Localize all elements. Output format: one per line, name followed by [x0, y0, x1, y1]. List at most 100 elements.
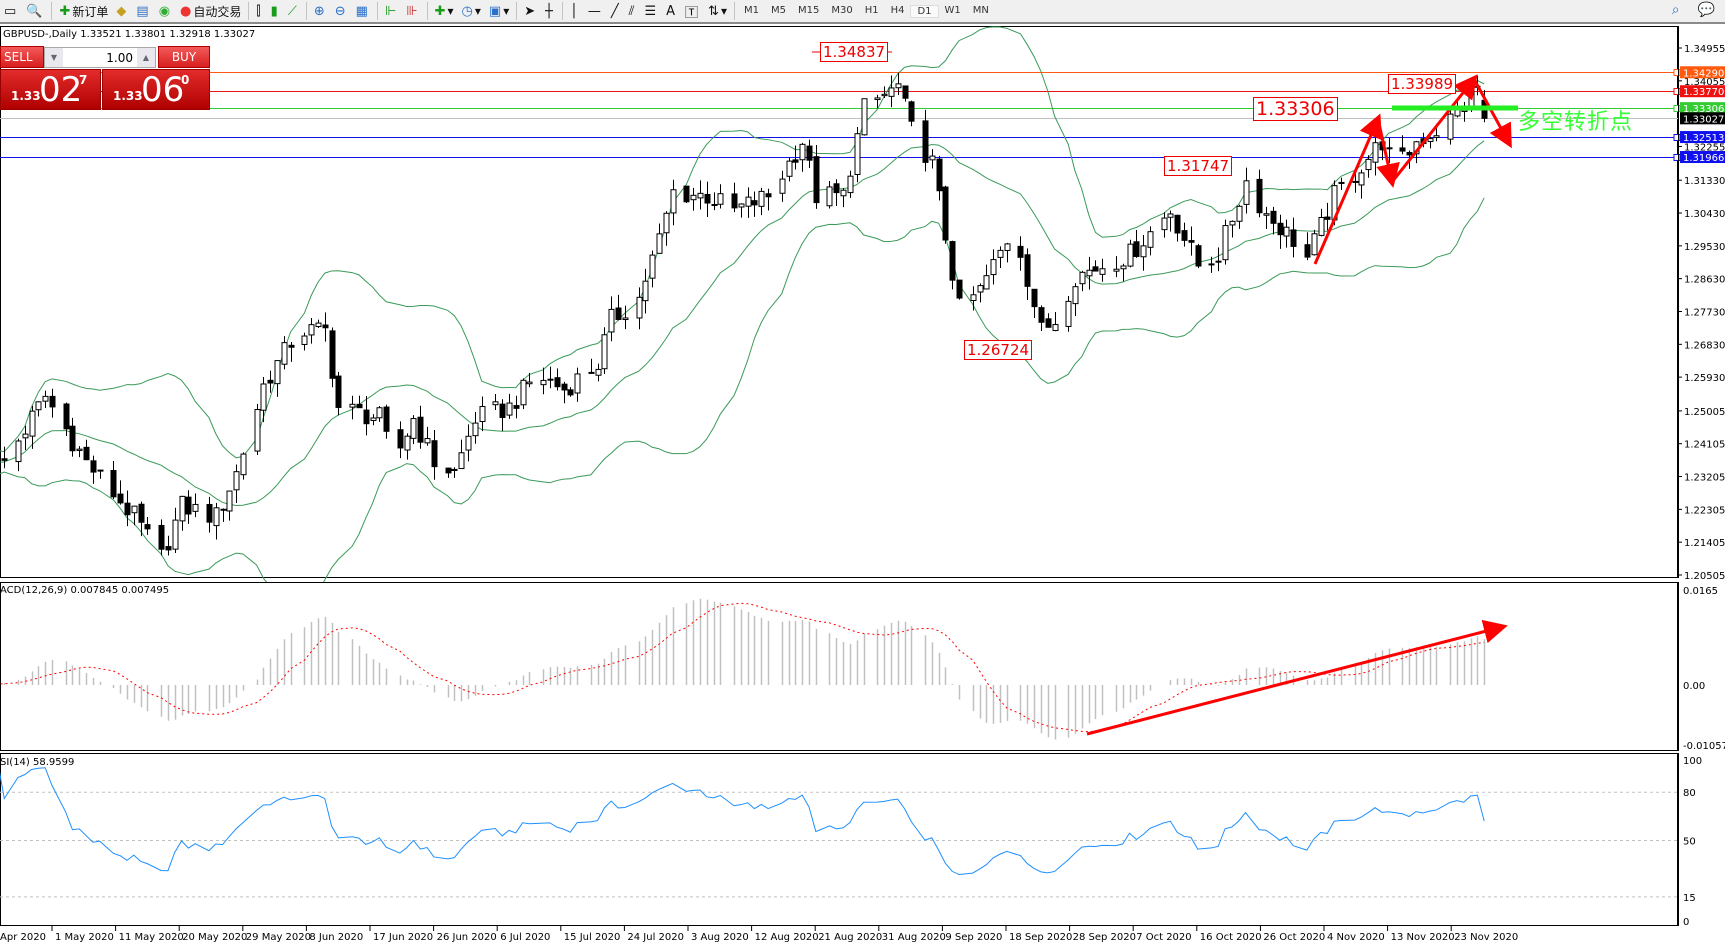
bull-candle-body: [42, 395, 49, 402]
toolbar-button-navigator[interactable]: 🔍: [22, 1, 48, 21]
candle: [977, 283, 984, 303]
bull-candle-body: [895, 83, 902, 89]
bull-candle-body: [1120, 265, 1127, 270]
candle: [240, 452, 247, 480]
trend-arrows: [812, 51, 1518, 265]
timeframe-mn[interactable]: MN: [972, 4, 989, 16]
timeframe-m15[interactable]: M15: [797, 4, 820, 16]
arrows-tool[interactable]: ⇅ ▾: [708, 3, 727, 19]
price-line-handle: [1673, 88, 1681, 95]
lot-value[interactable]: 1.00: [106, 50, 133, 65]
annotation-high-1[interactable]: 1.34837: [820, 42, 889, 62]
lot-size-field[interactable]: ▼ 1.00 ▲: [44, 47, 156, 68]
bull-candle-body: [376, 407, 383, 419]
bear-candle-body: [704, 193, 711, 204]
toolbar-button-window[interactable]: ▭: [0, 1, 22, 21]
price-panel[interactable]: 1.34955 1.34055 1.32255 1.31330 1.30430 1.295…: [0, 26, 1725, 606]
bear-candle-body: [1270, 210, 1277, 224]
candle: [1243, 167, 1250, 214]
horizontal-line-tool[interactable]: —: [584, 1, 607, 21]
buy-price-button[interactable]: 1.33 06 0: [102, 69, 210, 110]
annotation-level[interactable]: 1.31747: [1164, 156, 1233, 176]
candle: [308, 318, 315, 344]
candle: [608, 296, 615, 342]
buy-label: BUY: [171, 50, 197, 64]
candle: [1133, 229, 1140, 258]
timeframe-d1[interactable]: D1: [910, 4, 939, 18]
text-tool[interactable]: A: [662, 1, 681, 21]
cursor-tool[interactable]: ➤: [520, 1, 541, 21]
timeframe-m1[interactable]: M1: [743, 4, 759, 16]
candle: [663, 211, 670, 246]
candle: [1167, 210, 1174, 232]
time-tick-label: 4 Nov 2020: [1327, 932, 1385, 942]
trendline-tool[interactable]: ╱: [607, 1, 625, 21]
toolbar-separator: [733, 2, 735, 20]
templates-button[interactable]: ▣ ▾: [488, 3, 510, 19]
candle: [1181, 222, 1188, 247]
bear-candle-body: [451, 468, 458, 472]
price-tick-label: 1.25005: [1684, 407, 1725, 418]
sell-button[interactable]: SELL: [0, 46, 44, 68]
bear-candle-body: [124, 502, 131, 516]
candle: [472, 411, 479, 444]
periods-button[interactable]: ◷ ▾: [461, 3, 481, 19]
auto-scroll-button[interactable]: ⊩: [381, 1, 402, 21]
fibonacci-tool[interactable]: ☰: [640, 1, 662, 21]
annotation-pivot[interactable]: 1.33306: [1253, 97, 1338, 121]
timeframe-h4[interactable]: H4: [890, 4, 905, 16]
candle: [110, 460, 117, 500]
candle: [1045, 313, 1052, 328]
new-order-button[interactable]: ✚ 新订单: [55, 1, 112, 21]
pivot-text[interactable]: 多空转折点: [1518, 110, 1634, 135]
lot-increase-icon[interactable]: ▲: [137, 48, 155, 67]
timeframe-w1[interactable]: W1: [944, 4, 961, 16]
price-label-box: [1680, 66, 1725, 79]
chat-icon[interactable]: 💬: [1697, 2, 1715, 18]
crosshair-tool[interactable]: ┼: [541, 1, 559, 21]
lot-decrease-icon[interactable]: ▼: [45, 48, 63, 67]
toolbar-button-terminal[interactable]: ▤: [132, 1, 154, 21]
tile-windows-button[interactable]: ▦: [352, 1, 374, 21]
sell-label: SELL: [4, 50, 33, 64]
candle: [1188, 226, 1195, 256]
candle: [649, 250, 656, 288]
timeframe-m5[interactable]: M5: [770, 4, 786, 16]
timeframe-h1[interactable]: H1: [864, 4, 879, 16]
crosshair-icon: ┼: [545, 3, 553, 19]
channel-tool[interactable]: ⫽: [625, 1, 641, 21]
candle: [410, 415, 417, 445]
rsi-panel[interactable]: 100 80 50 15 0: [0, 753, 1702, 928]
candle: [1092, 260, 1099, 272]
line-chart-button[interactable]: ⟋: [284, 1, 303, 21]
timeframe-m30[interactable]: M30: [831, 4, 853, 16]
annotation-low[interactable]: 1.26724: [964, 340, 1033, 360]
toolbar-button-signals[interactable]: ◉: [155, 1, 176, 21]
candle: [1304, 232, 1311, 261]
candlestick-button[interactable]: ▮: [267, 1, 284, 21]
annotation-high-2[interactable]: 1.33989: [1388, 74, 1457, 94]
chart-shift-button[interactable]: ⊪: [402, 1, 423, 21]
auto-trading-button[interactable]: ● 自动交易: [176, 1, 245, 21]
bull-candle-body: [1243, 180, 1250, 205]
vertical-line-tool[interactable]: │: [566, 1, 584, 21]
candle: [1215, 247, 1222, 272]
search-icon[interactable]: ⌕: [1671, 2, 1680, 18]
candle: [315, 319, 322, 328]
candle: [731, 182, 738, 213]
bear-candle-body: [1195, 245, 1202, 267]
candle: [1038, 305, 1045, 332]
bar-chart-button[interactable]: ⫿: [252, 1, 266, 21]
bear-candle-body: [956, 279, 963, 299]
bull-candle-body: [472, 422, 479, 437]
buy-button[interactable]: BUY: [158, 46, 210, 68]
buy-price-prefix: 1.33: [113, 89, 143, 103]
sell-price-button[interactable]: 1.33 02 7: [0, 69, 101, 110]
text-label-tool[interactable]: 🅃: [681, 1, 704, 21]
zoom-out-button[interactable]: ⊖: [331, 1, 352, 21]
zoom-in-button[interactable]: ⊕: [310, 1, 331, 21]
indicators-button[interactable]: ✚ ▾: [434, 3, 454, 19]
toolbar-button-history[interactable]: ◆: [112, 1, 132, 21]
